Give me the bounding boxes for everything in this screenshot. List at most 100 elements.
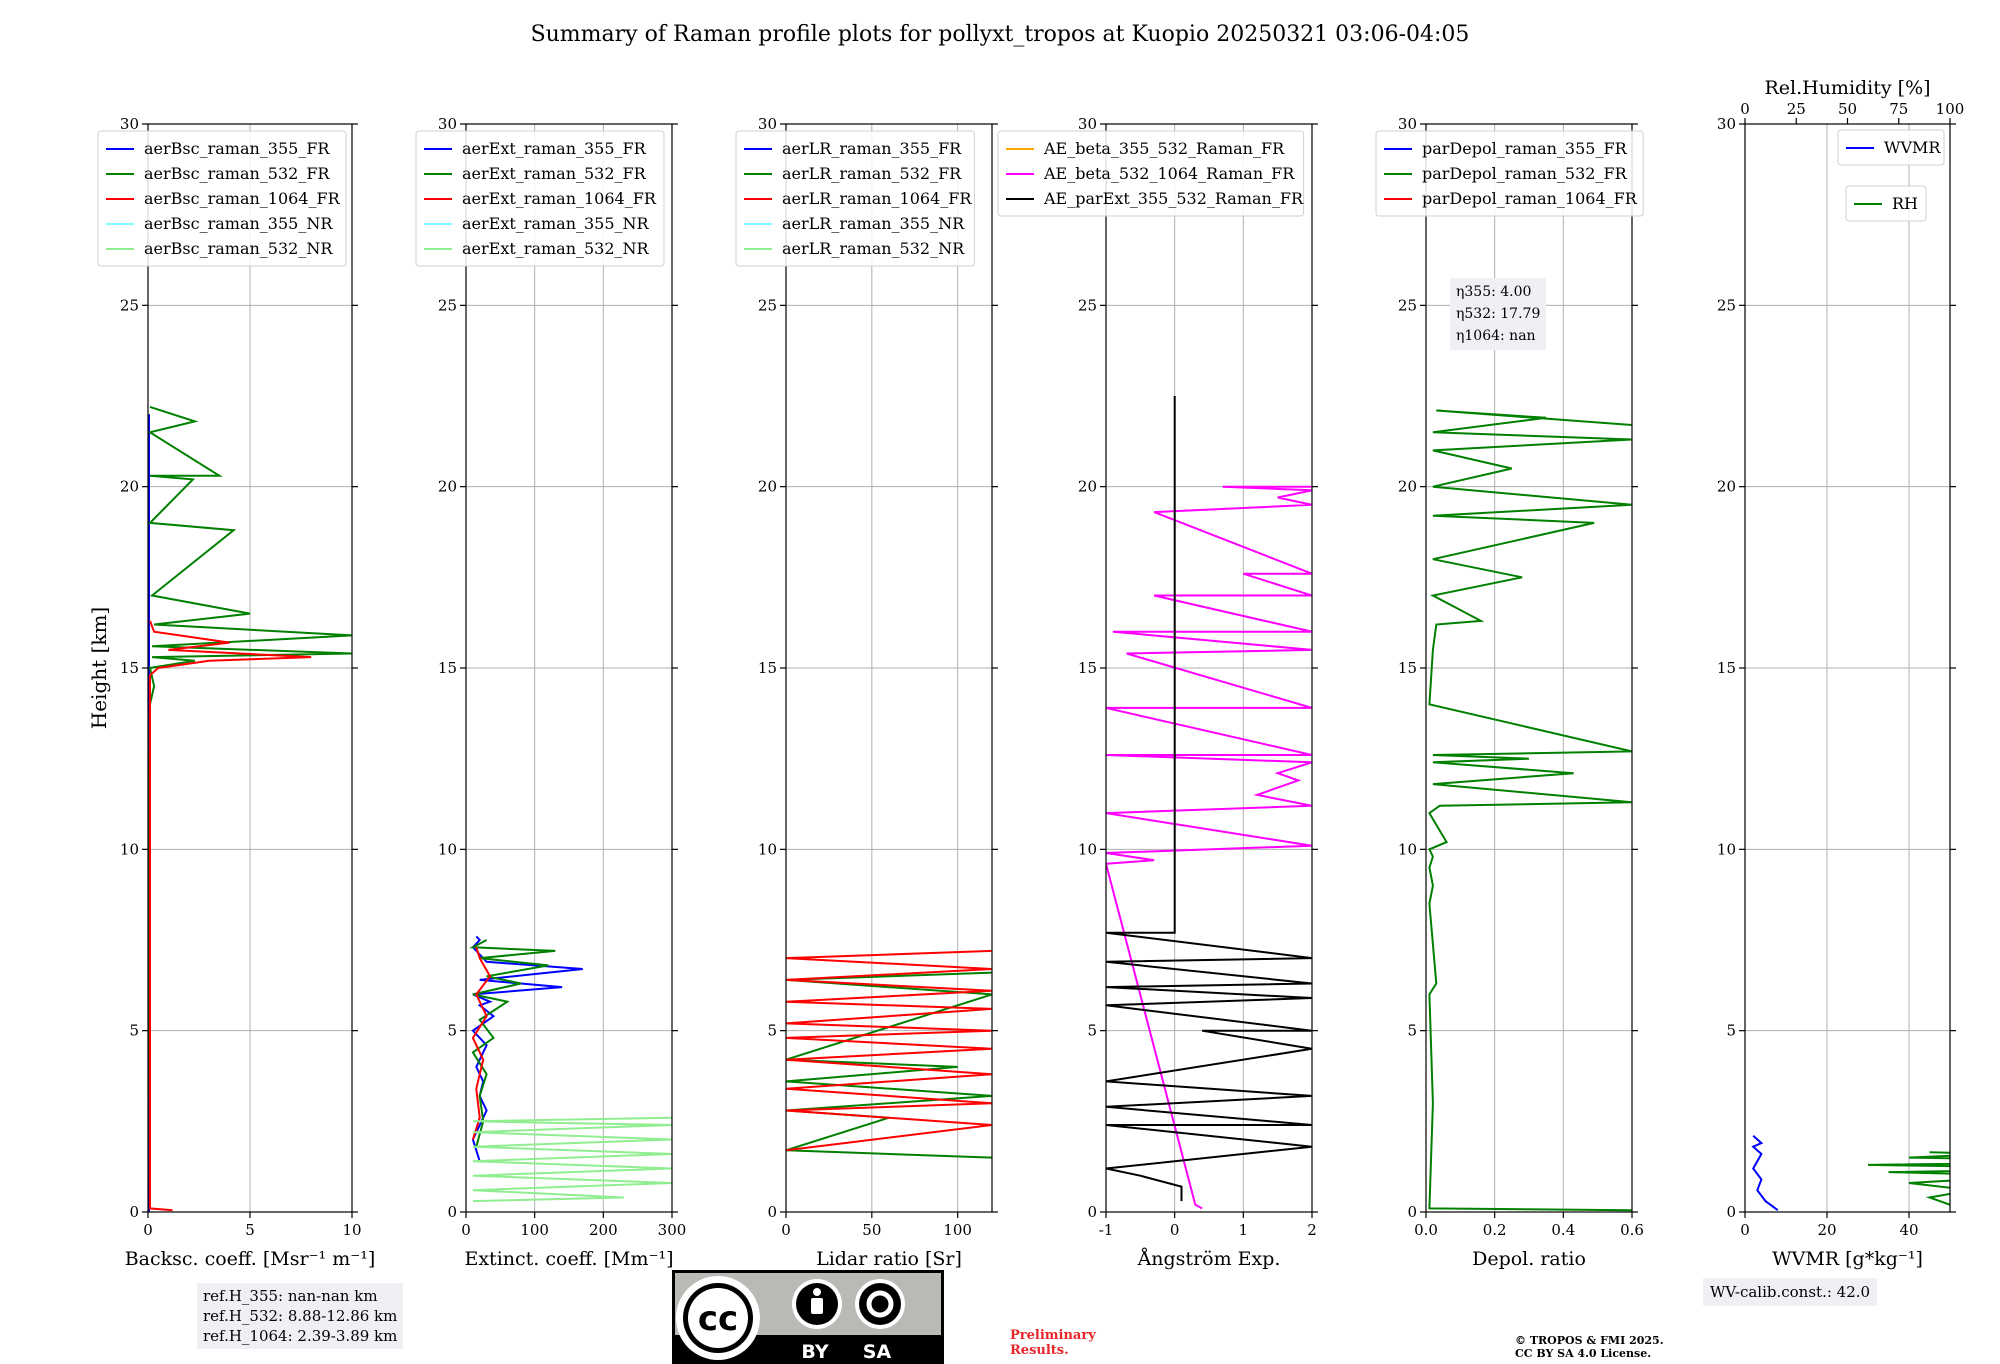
ytick-label: 0 (1407, 1203, 1417, 1221)
ytick-label: 20 (758, 478, 777, 496)
ytick-label: 10 (1717, 840, 1736, 858)
series-group (469, 935, 672, 1203)
series-line (1867, 1151, 1950, 1206)
ytick-label: 0 (447, 1203, 457, 1221)
x-axis-title: Lidar ratio [Sr] (816, 1248, 962, 1270)
figure-title: Summary of Raman profile plots for polly… (530, 22, 1470, 47)
series-line (1106, 396, 1312, 1202)
ytick-label: 20 (1717, 478, 1736, 496)
series-line (148, 405, 352, 1205)
legend-label: aerLR_raman_532_FR (782, 164, 962, 183)
ytick-label: 0 (767, 1203, 777, 1221)
preliminary-line-2: Results. (1010, 1343, 1069, 1358)
legend-box (415, 130, 665, 267)
legend-box (1837, 129, 1945, 166)
ref-height-355: ref.H_355: nan-nan km (203, 1287, 378, 1305)
legend-label: aerExt_raman_532_FR (462, 164, 647, 183)
ref-height-532: ref.H_532: 8.88-12.86 km (203, 1307, 398, 1325)
ytick-label: 15 (120, 659, 139, 677)
x-axis-title: Depol. ratio (1472, 1248, 1586, 1270)
ytick-label: 5 (1087, 1022, 1097, 1040)
xtick-label: 200 (589, 1221, 618, 1239)
xtick-label: 0 (781, 1221, 791, 1239)
cc-circle-face (688, 1288, 748, 1348)
series-group (786, 949, 992, 1159)
legend-label: aerBsc_raman_532_NR (144, 239, 333, 258)
sa-icon-arrow (866, 1290, 894, 1318)
ytick-label: 25 (1717, 296, 1736, 314)
ytick-label: 25 (438, 296, 457, 314)
xtick-label: 5 (245, 1221, 255, 1239)
ytick-label: 0 (1726, 1203, 1736, 1221)
series-group (1751, 1135, 1950, 1212)
legend-label: aerBsc_raman_532_FR (144, 164, 330, 183)
wv-calib-box: WV-calib.const.: 42.0 (1703, 1278, 1878, 1306)
ytick-label: 10 (1398, 840, 1417, 858)
series-line (786, 971, 992, 1159)
legend-label: aerExt_raman_532_NR (462, 239, 650, 258)
ytick-label: 30 (438, 115, 457, 133)
legend-label: aerLR_raman_355_FR (782, 139, 962, 158)
eta-532: η532: 17.79 (1456, 306, 1541, 322)
ytick-label: 5 (1726, 1022, 1736, 1040)
series-line (469, 939, 556, 1147)
ytick-label: 15 (758, 659, 777, 677)
eta-1064: η1064: nan (1456, 328, 1536, 344)
series-group (1106, 396, 1312, 1210)
y-axis-title: Height [km] (87, 607, 111, 729)
series-line (149, 620, 312, 1212)
legend-label: RH (1892, 194, 1918, 213)
ref-height-1064: ref.H_1064: 2.39-3.89 km (203, 1327, 398, 1345)
copyright-line-1: © TROPOS & FMI 2025. (1515, 1334, 1664, 1347)
ytick-label: 15 (1398, 659, 1417, 677)
series-line (471, 935, 583, 1162)
legend-label: aerBsc_raman_355_NR (144, 214, 333, 233)
ytick-label: 0 (1087, 1203, 1097, 1221)
legend-box (97, 130, 347, 267)
ytick-label: 25 (120, 296, 139, 314)
ytick-label: 20 (1078, 478, 1097, 496)
ytick-label: 5 (129, 1022, 139, 1040)
ytick-label: 15 (1717, 659, 1736, 677)
xtick-label: 10 (342, 1221, 361, 1239)
ytick-label: 15 (438, 659, 457, 677)
legend-label: aerExt_raman_355_NR (462, 214, 650, 233)
legend-label: AE_parExt_355_532_Raman_FR (1043, 189, 1304, 208)
legend-label: parDepol_raman_355_FR (1422, 139, 1628, 158)
xtick-label: 100 (943, 1221, 972, 1239)
ytick-label: 5 (447, 1022, 457, 1040)
cc-sa-label: SA (863, 1341, 892, 1363)
xtick-label: 1 (1239, 1221, 1249, 1239)
by-icon-body (811, 1298, 823, 1314)
top-xtick-label: 75 (1889, 100, 1908, 118)
series-group (1428, 409, 1632, 1212)
cc-letters: cc (698, 1299, 738, 1339)
ytick-label: 10 (438, 840, 457, 858)
legend-box (735, 130, 975, 267)
top-xtick-label: 50 (1838, 100, 1857, 118)
cc-by-sa-logo: cc BY SA (672, 1270, 944, 1364)
x-axis-title: Ångström Exp. (1137, 1248, 1281, 1270)
top-xtick-label: 100 (1936, 100, 1965, 118)
legend-label: aerLR_raman_532_NR (782, 239, 965, 258)
top-xtick-label: 0 (1740, 100, 1750, 118)
cc-by-label: BY (801, 1341, 828, 1363)
xtick-label: 0 (1170, 1221, 1180, 1239)
ytick-label: 30 (758, 115, 777, 133)
ytick-label: 30 (120, 115, 139, 133)
series-line (1751, 1135, 1779, 1212)
series-group (148, 405, 352, 1212)
legend-label: parDepol_raman_532_FR (1422, 164, 1628, 183)
series-line (1428, 409, 1632, 1212)
ytick-label: 25 (758, 296, 777, 314)
ytick-label: 25 (1078, 296, 1097, 314)
legend-label: AE_beta_355_532_Raman_FR (1043, 139, 1285, 158)
series-line (471, 946, 492, 1140)
legend-box (997, 130, 1305, 217)
ytick-label: 5 (1407, 1022, 1417, 1040)
series-line (786, 949, 992, 1152)
preliminary-note: Preliminary Results. (1010, 1328, 1096, 1358)
eta-box: η355: 4.00 η532: 17.79 η1064: nan (1450, 278, 1547, 350)
reference-height-box: ref.H_355: nan-nan km ref.H_532: 8.88-12… (197, 1283, 404, 1349)
